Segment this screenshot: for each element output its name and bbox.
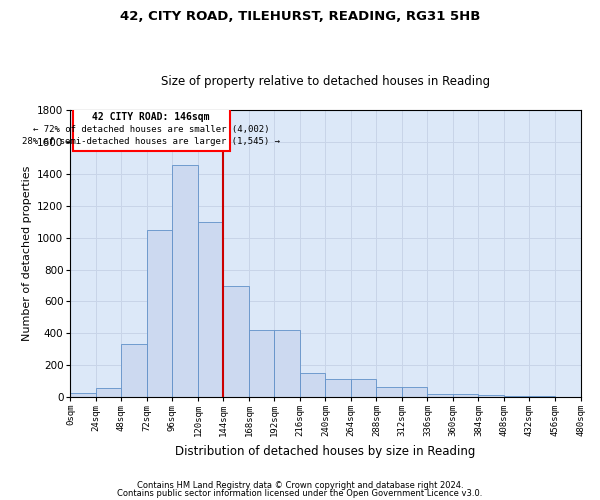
Bar xyxy=(351,380,376,397)
FancyBboxPatch shape xyxy=(73,108,230,151)
Text: 28% of semi-detached houses are larger (1,545) →: 28% of semi-detached houses are larger (… xyxy=(22,137,280,146)
Bar xyxy=(70,393,96,397)
Bar xyxy=(96,388,121,397)
Text: Contains public sector information licensed under the Open Government Licence v3: Contains public sector information licen… xyxy=(118,488,482,498)
X-axis label: Distribution of detached houses by size in Reading: Distribution of detached houses by size … xyxy=(175,444,476,458)
Bar xyxy=(478,394,504,397)
Bar xyxy=(376,388,402,397)
Text: 42, CITY ROAD, TILEHURST, READING, RG31 5HB: 42, CITY ROAD, TILEHURST, READING, RG31 … xyxy=(120,10,480,23)
Bar xyxy=(172,164,198,397)
Bar xyxy=(223,286,249,397)
Bar xyxy=(147,230,172,397)
Bar xyxy=(249,330,274,397)
Bar xyxy=(427,394,453,397)
Bar xyxy=(453,394,478,397)
Bar xyxy=(402,388,427,397)
Text: Contains HM Land Registry data © Crown copyright and database right 2024.: Contains HM Land Registry data © Crown c… xyxy=(137,481,463,490)
Bar xyxy=(198,222,223,397)
Text: ← 72% of detached houses are smaller (4,002): ← 72% of detached houses are smaller (4,… xyxy=(33,125,269,134)
Bar xyxy=(325,380,351,397)
Title: Size of property relative to detached houses in Reading: Size of property relative to detached ho… xyxy=(161,76,490,88)
Text: 42 CITY ROAD: 146sqm: 42 CITY ROAD: 146sqm xyxy=(92,112,210,122)
Bar xyxy=(121,344,147,397)
Y-axis label: Number of detached properties: Number of detached properties xyxy=(22,166,32,342)
Bar xyxy=(300,373,325,397)
Bar xyxy=(504,396,529,397)
Bar xyxy=(274,330,300,397)
